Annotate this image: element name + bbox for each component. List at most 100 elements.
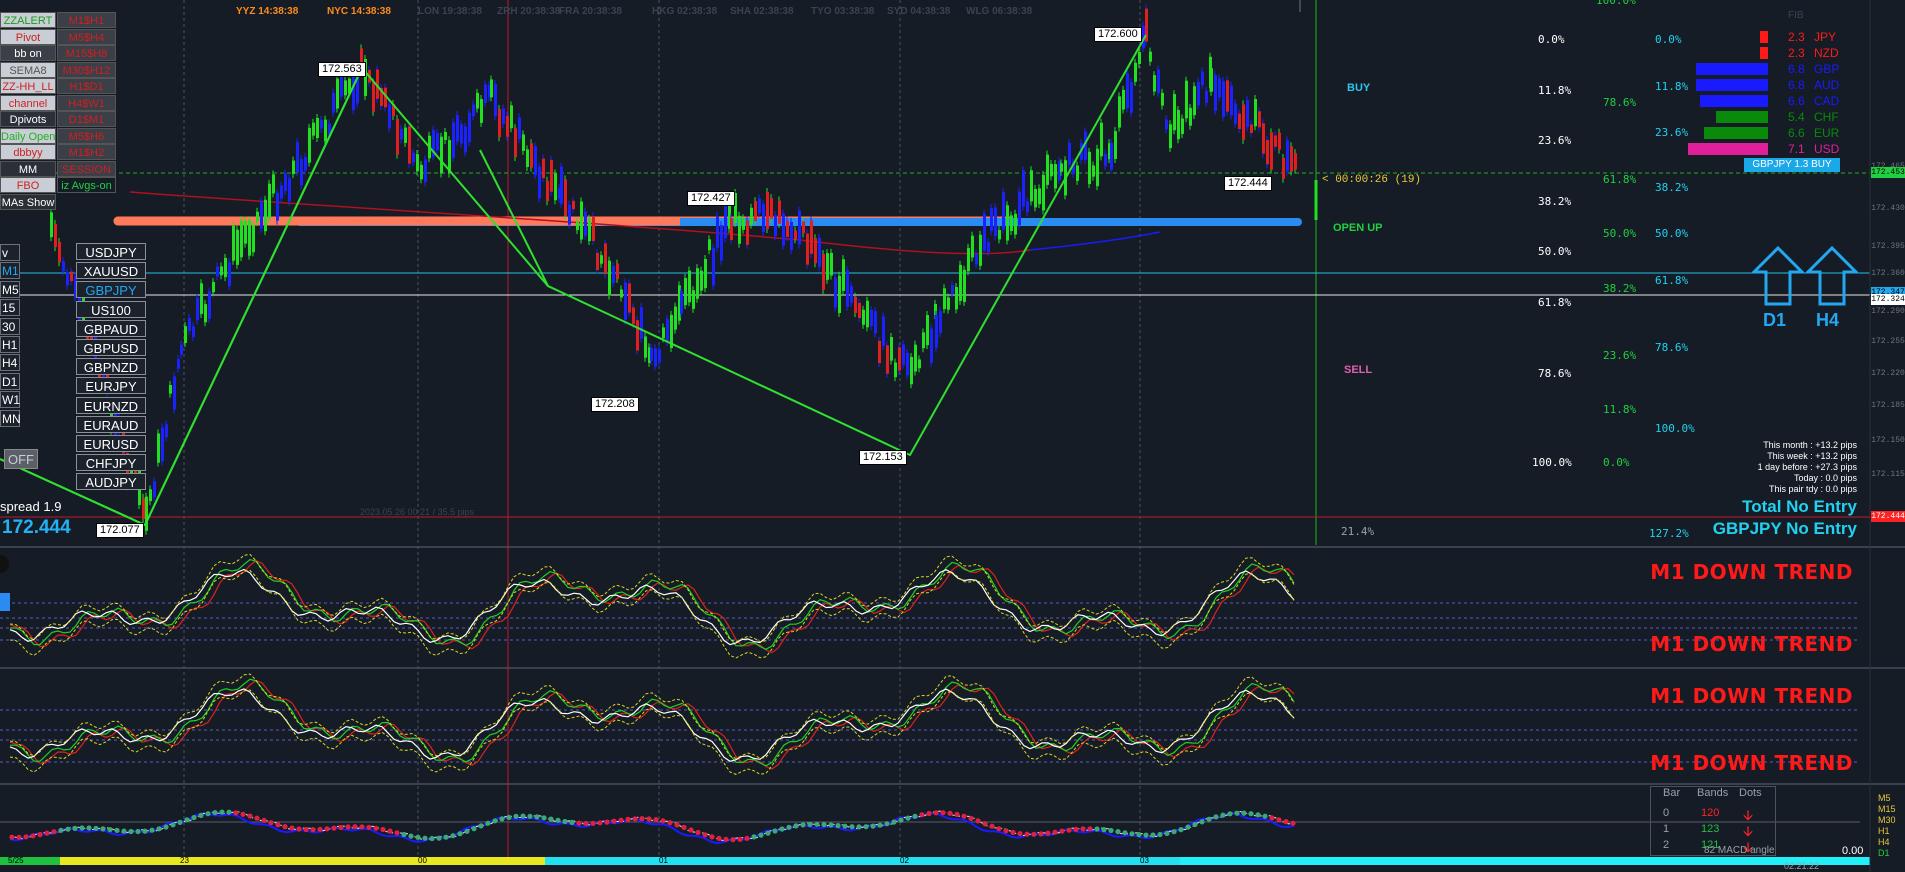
timeframe-button[interactable]: 15 — [0, 299, 20, 317]
symbol-button[interactable]: EURAUD — [76, 415, 146, 433]
indicator-toggle-button[interactable]: FBO — [0, 177, 56, 193]
off-button[interactable]: OFF — [4, 449, 38, 469]
timeframe-status-label: H4 — [1878, 837, 1890, 847]
indicator-toggle-button[interactable]: MAs Show — [0, 193, 56, 210]
macd-dot — [660, 818, 666, 824]
macd-dot — [163, 824, 169, 830]
macd-dot — [303, 826, 309, 833]
macd-dot — [618, 817, 624, 823]
macd-dot — [583, 820, 589, 827]
indicator-toggle-button[interactable]: ZZ-HH_LL — [0, 78, 56, 94]
indicator-toggle-button[interactable]: channel — [0, 94, 56, 111]
timeframe-button[interactable]: D1 — [0, 372, 20, 390]
macd-dot — [611, 818, 617, 824]
indicator-toggle-button[interactable]: dbbyy — [0, 144, 56, 160]
pair-timeframe-button[interactable]: M30$H12 — [57, 61, 116, 78]
fib-title: FIB — [1788, 10, 1804, 21]
macd-dot — [219, 809, 225, 815]
macd-dot — [996, 826, 1002, 832]
timeframe-button[interactable]: H1 — [0, 336, 20, 353]
symbol-button[interactable]: AUDJPY — [76, 473, 146, 491]
macd-dot — [947, 810, 953, 816]
candle — [1108, 143, 1111, 160]
candle — [640, 307, 643, 339]
value-label: 0.00 — [1842, 845, 1864, 857]
symbol-button[interactable]: US100 — [76, 300, 146, 318]
symbol-button[interactable]: GBPNZD — [76, 358, 146, 376]
session-clock: YYZ 14:38:38 — [236, 6, 299, 17]
indicator-toggle-button[interactable]: bb on — [0, 45, 56, 61]
candle — [320, 119, 323, 129]
candle — [658, 349, 661, 363]
candle — [1002, 192, 1005, 230]
pair-timeframe-button[interactable]: H4$W1 — [57, 94, 116, 111]
macd-dot — [1262, 813, 1268, 819]
fib-level-label: 11.8% — [1655, 80, 1689, 93]
macd-dot — [702, 832, 708, 838]
timeframe-button[interactable]: W1 — [0, 391, 20, 409]
indicator-toggle-button[interactable]: MM — [0, 160, 56, 177]
macd-dot — [695, 829, 701, 836]
macd-dot — [891, 819, 897, 825]
macd-dot — [1094, 826, 1100, 832]
pair-timeframe-button[interactable]: M15$H8 — [57, 45, 116, 61]
macd-dot — [814, 821, 820, 827]
timeframe-button[interactable]: H4 — [0, 354, 20, 372]
symbol-button[interactable]: GBPAUD — [76, 319, 146, 337]
macd-dot — [408, 833, 414, 839]
timeframe-button[interactable]: M5 — [0, 280, 20, 298]
fib-level-label: 50.0% — [1538, 245, 1572, 258]
indicator-toggle-button[interactable]: Dpivots — [0, 111, 56, 127]
candle — [550, 159, 553, 192]
indicator-toggle-button[interactable]: ZZALERT — [0, 12, 56, 28]
session-strip — [0, 857, 60, 865]
pair-timeframe-button[interactable]: iz Avgs-on — [57, 177, 116, 193]
indicator-toggle-button[interactable]: SEMA8 — [0, 61, 56, 78]
candle — [1218, 78, 1221, 98]
timeframe-button[interactable]: M1 — [0, 262, 20, 280]
candle — [670, 314, 673, 349]
candle — [898, 347, 901, 371]
timeframe-button[interactable]: MN — [0, 409, 21, 427]
candle — [608, 260, 611, 296]
candle — [62, 261, 65, 272]
candle — [149, 489, 152, 502]
indicator-toggle-button[interactable]: Pivot — [0, 28, 56, 45]
symbol-button[interactable]: EURJPY — [76, 377, 146, 395]
pair-timeframe-button[interactable]: D1$M1 — [57, 111, 116, 127]
symbol-button[interactable]: GBPUSD — [76, 339, 146, 356]
fib-level-label: 0.0% — [1603, 456, 1630, 469]
timeframe-button[interactable]: v — [0, 244, 20, 261]
table-row: 2 121 🡫 — [1651, 839, 1775, 855]
macd-dot — [394, 830, 400, 836]
symbol-button[interactable]: EURUSD — [76, 435, 146, 452]
candle — [870, 309, 873, 327]
candle — [1100, 122, 1103, 157]
symbol-button[interactable]: USDJPY — [76, 243, 146, 260]
candle — [738, 215, 741, 244]
pair-timeframe-button[interactable]: M5$H6 — [57, 127, 116, 144]
pair-timeframe-button[interactable]: H1$D1 — [57, 78, 116, 94]
candle — [762, 204, 765, 233]
pair-timeframe-button[interactable]: M5$H4 — [57, 28, 116, 45]
bar-bands-table: Bar Bands Dots 0 120 🡫 1 123 🡫 2 121 🡫 — [1650, 786, 1776, 856]
macd-dot — [212, 810, 218, 816]
symbol-button[interactable]: EURNZD — [76, 396, 146, 414]
symbol-button[interactable]: XAUUSD — [76, 262, 146, 280]
pair-timeframe-button[interactable]: M1$H1 — [57, 12, 116, 28]
indicator-toggle-button[interactable]: Daily Open — [0, 127, 56, 144]
timeframe-button[interactable]: 30 — [0, 317, 20, 335]
pair-timeframe-button[interactable]: M1$H2 — [57, 144, 116, 160]
candle — [212, 281, 215, 293]
symbol-button[interactable]: CHFJPY — [76, 454, 146, 472]
symbol-button[interactable]: GBPJPY — [76, 281, 146, 299]
candle — [534, 146, 537, 176]
candle — [1169, 124, 1172, 149]
candle — [452, 122, 455, 158]
down-arrow-icon: 🡫 — [1743, 823, 1754, 839]
pair-timeframe-button[interactable]: SESSION — [57, 160, 116, 177]
candle — [448, 140, 451, 174]
oscillator-line-white — [9, 688, 1295, 762]
price-axis-label: 172.395 — [1871, 242, 1905, 251]
